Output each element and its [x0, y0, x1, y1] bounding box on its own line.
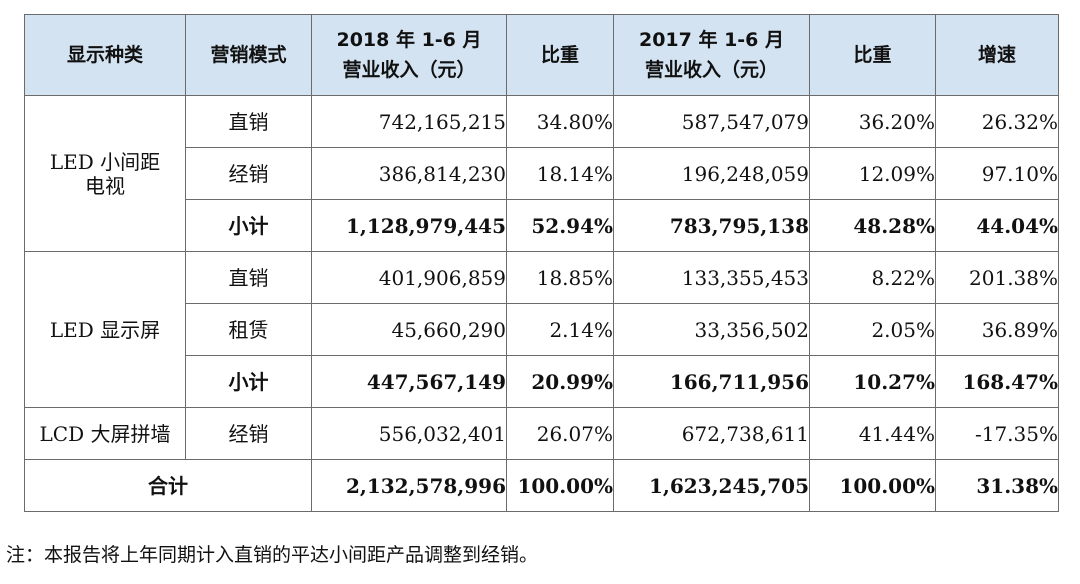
total-revenue-2018: 2,132,578,996 [311, 459, 507, 512]
share-2017-cell: 48.28% [809, 199, 936, 252]
footnote: 注：本报告将上年同期计入直销的平达小间距产品调整到经销。 [6, 544, 539, 566]
header-mode: 营销模式 [185, 14, 312, 96]
revenue-2018-cell: 386,814,230 [311, 147, 507, 200]
table-row: LED 显示屏 直销 401,906,859 18.85% 133,355,453 8.2… [24, 251, 1059, 408]
share-2018-cell: 52.94% [506, 199, 614, 252]
revenue-2017-cell: 672,738,611 [613, 407, 810, 460]
mode-cell: 小计 [185, 355, 312, 408]
share-2018-cell: 18.85% [506, 251, 614, 304]
revenue-table: 显示种类 营销模式 2018 年 1-6 月 营业收入（元） 比重 2017 年… [24, 14, 1059, 512]
total-revenue-2017: 1,623,245,705 [613, 459, 810, 512]
growth-cell: 168.47% [935, 355, 1059, 408]
table-subtotal-row: 小计 1,128,979,445 52.94% 783,795,138 48.28% 44… [25, 199, 1059, 252]
table-row: 租赁 45,660,290 2.14% 33,356,502 2.05% 36.89% [25, 303, 1059, 356]
growth-cell: 201.38% [935, 251, 1059, 304]
table-header-row: 显示种类 营销模式 2018 年 1-6 月 营业收入（元） 比重 2017 年… [24, 14, 1059, 96]
mode-cell: 小计 [185, 199, 312, 252]
header-revenue-2018: 2018 年 1-6 月 营业收入（元） [311, 14, 507, 96]
revenue-2017-cell: 783,795,138 [613, 199, 810, 252]
header-growth: 增速 [935, 14, 1059, 96]
mode-cell: 直销 [185, 95, 312, 148]
table-row: LCD 大屏拼墙 经销 556,032,401 26.07% 672,738,611 41… [24, 407, 1059, 460]
category-label: LCD 大屏拼墙 [39, 421, 171, 446]
table-total-row: 合计 2,132,578,996 100.00% 1,623,245,705 100.0… [24, 459, 1059, 512]
header-revenue-2017-period: 2017 年 1-6 月 [638, 29, 785, 51]
header-revenue-2017: 2017 年 1-6 月 营业收入（元） [613, 14, 810, 96]
category-cell: LED 小间距 电视 [24, 95, 186, 252]
header-share-2018: 比重 [506, 14, 614, 96]
category-cell: LCD 大屏拼墙 [24, 407, 186, 460]
mode-cell: 经销 [185, 407, 312, 460]
revenue-2018-cell: 556,032,401 [311, 407, 507, 460]
category-label: LED 小间距 [49, 149, 161, 174]
revenue-2018-cell: 742,165,215 [311, 95, 507, 148]
growth-cell: -17.35% [935, 407, 1059, 460]
growth-cell: 44.04% [935, 199, 1059, 252]
category-label: 电视 [85, 173, 125, 198]
revenue-2017-cell: 196,248,059 [613, 147, 810, 200]
revenue-2018-cell: 45,660,290 [311, 303, 507, 356]
revenue-2017-cell: 587,547,079 [613, 95, 810, 148]
mode-cell: 经销 [185, 147, 312, 200]
share-2017-cell: 10.27% [809, 355, 936, 408]
table-body: LED 小间距 电视 直销 742,165,215 34.80% 587,547,079 3… [24, 95, 1059, 512]
revenue-2017-cell: 33,356,502 [613, 303, 810, 356]
revenue-2018-cell: 401,906,859 [311, 251, 507, 304]
header-revenue-2018-unit: 营业收入（元） [342, 59, 476, 81]
revenue-2017-cell: 133,355,453 [613, 251, 810, 304]
category-label: LED 显示屏 [49, 317, 161, 342]
growth-cell: 97.10% [935, 147, 1059, 200]
share-2017-cell: 36.20% [809, 95, 936, 148]
share-2017-cell: 41.44% [809, 407, 936, 460]
growth-cell: 36.89% [935, 303, 1059, 356]
total-share-2018: 100.00% [506, 459, 614, 512]
table-row: LED 小间距 电视 直销 742,165,215 34.80% 587,547,079 3… [24, 95, 1059, 252]
header-revenue-2018-period: 2018 年 1-6 月 [336, 29, 482, 51]
header-category: 显示种类 [24, 14, 186, 96]
total-growth: 31.38% [935, 459, 1059, 512]
revenue-2017-cell: 166,711,956 [613, 355, 810, 408]
share-2018-cell: 20.99% [506, 355, 614, 408]
category-cell: LED 显示屏 [24, 251, 186, 408]
total-share-2017: 100.00% [809, 459, 936, 512]
table-subtotal-row: 小计 447,567,149 20.99% 166,711,956 10.27% 168.… [25, 355, 1059, 408]
share-2017-cell: 8.22% [809, 251, 936, 304]
share-2018-cell: 34.80% [506, 95, 614, 148]
total-label: 合计 [24, 459, 312, 512]
share-2018-cell: 2.14% [506, 303, 614, 356]
growth-cell: 26.32% [935, 95, 1059, 148]
header-revenue-2017-unit: 营业收入（元） [644, 59, 778, 81]
header-share-2017: 比重 [809, 14, 936, 96]
share-2017-cell: 12.09% [809, 147, 936, 200]
revenue-2018-cell: 447,567,149 [311, 355, 507, 408]
share-2018-cell: 18.14% [506, 147, 614, 200]
revenue-2018-cell: 1,128,979,445 [311, 199, 507, 252]
share-2017-cell: 2.05% [809, 303, 936, 356]
mode-cell: 直销 [185, 251, 312, 304]
mode-cell: 租赁 [185, 303, 312, 356]
share-2018-cell: 26.07% [506, 407, 614, 460]
